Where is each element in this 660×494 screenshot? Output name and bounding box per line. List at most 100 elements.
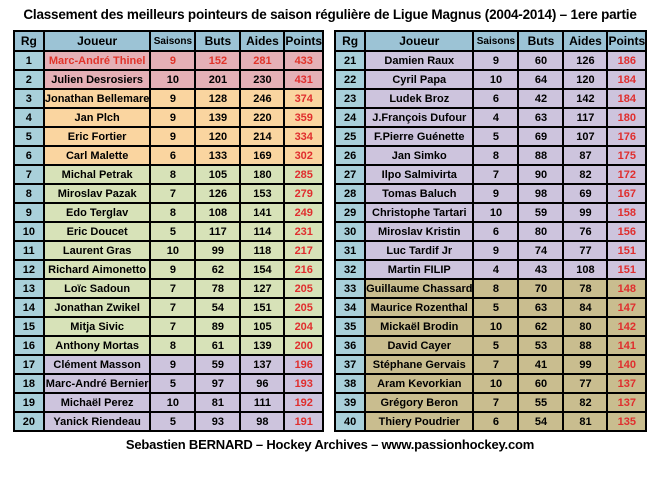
seasons-cell: 6 xyxy=(472,221,520,242)
points-cell: 167 xyxy=(606,183,648,204)
assists-cell: 80 xyxy=(562,316,609,337)
column-header-points: Points xyxy=(283,30,325,52)
table-row: 27 Ilpo Salmivirta 7 90 82 172 xyxy=(334,164,648,185)
assists-cell: 69 xyxy=(562,183,609,204)
rank-cell: 25 xyxy=(334,126,367,147)
column-header-aides: Aides xyxy=(239,30,286,52)
seasons-cell: 8 xyxy=(149,202,197,223)
assists-cell: 141 xyxy=(239,202,286,223)
goals-cell: 152 xyxy=(194,50,242,71)
table-row: 32 Martin FILIP 4 43 108 151 xyxy=(334,259,648,280)
goals-cell: 108 xyxy=(194,202,242,223)
points-cell: 175 xyxy=(606,145,648,166)
table-row: 31 Luc Tardif Jr 9 74 77 151 xyxy=(334,240,648,261)
table-row: 13 Loïc Sadoun 7 78 127 205 xyxy=(12,278,325,299)
points-cell: 302 xyxy=(283,145,325,166)
rank-cell: 15 xyxy=(12,316,45,337)
table-row: 22 Cyril Papa 10 64 120 184 xyxy=(334,69,648,90)
rank-cell: 3 xyxy=(12,88,45,109)
rank-cell: 17 xyxy=(12,354,45,375)
table-row: 11 Laurent Gras 10 99 118 217 xyxy=(12,240,325,261)
assists-cell: 82 xyxy=(562,392,609,413)
player-cell: Guillaume Chassard xyxy=(364,278,475,299)
points-cell: 217 xyxy=(283,240,325,261)
points-cell: 285 xyxy=(283,164,325,185)
points-cell: 334 xyxy=(283,126,325,147)
goals-cell: 62 xyxy=(517,316,565,337)
seasons-cell: 7 xyxy=(472,164,520,185)
rank-cell: 18 xyxy=(12,373,45,394)
goals-cell: 54 xyxy=(194,297,242,318)
table-row: 17 Clément Masson 9 59 137 196 xyxy=(12,354,325,375)
player-cell: Jan Simko xyxy=(364,145,475,166)
seasons-cell: 5 xyxy=(472,335,520,356)
points-cell: 374 xyxy=(283,88,325,109)
seasons-cell: 5 xyxy=(149,373,197,394)
assists-cell: 246 xyxy=(239,88,286,109)
seasons-cell: 8 xyxy=(149,335,197,356)
footer-credit: Sebastien BERNARD – Hockey Archives – ww… xyxy=(125,437,535,452)
seasons-cell: 9 xyxy=(472,50,520,71)
seasons-cell: 7 xyxy=(149,316,197,337)
table-row: 7 Michal Petrak 8 105 180 285 xyxy=(12,164,325,185)
player-cell: Ludek Broz xyxy=(364,88,475,109)
seasons-cell: 7 xyxy=(149,183,197,204)
points-cell: 142 xyxy=(606,316,648,337)
rank-cell: 13 xyxy=(12,278,45,299)
rank-cell: 38 xyxy=(334,373,367,394)
player-cell: Carl Malette xyxy=(42,145,152,166)
rank-cell: 14 xyxy=(12,297,45,318)
goals-cell: 117 xyxy=(194,221,242,242)
points-cell: 158 xyxy=(606,202,648,223)
goals-cell: 64 xyxy=(517,69,565,90)
seasons-cell: 9 xyxy=(149,88,197,109)
points-cell: 186 xyxy=(606,50,648,71)
points-cell: 140 xyxy=(606,354,648,375)
seasons-cell: 5 xyxy=(149,411,197,432)
seasons-cell: 7 xyxy=(149,297,197,318)
points-cell: 191 xyxy=(283,411,325,432)
rank-cell: 5 xyxy=(12,126,45,147)
table-row: 25 F.Pierre Guénette 5 69 107 176 xyxy=(334,126,648,147)
table-row: 38 Aram Kevorkian 10 60 77 137 xyxy=(334,373,648,394)
table-row: 39 Grégory Beron 7 55 82 137 xyxy=(334,392,648,413)
points-cell: 180 xyxy=(606,107,648,128)
assists-cell: 214 xyxy=(239,126,286,147)
assists-cell: 137 xyxy=(239,354,286,375)
player-cell: Cyril Papa xyxy=(364,69,475,90)
rank-cell: 33 xyxy=(334,278,367,299)
goals-cell: 81 xyxy=(194,392,242,413)
points-cell: 141 xyxy=(606,335,648,356)
rank-cell: 12 xyxy=(12,259,45,280)
rank-cell: 6 xyxy=(12,145,45,166)
table-row: 15 Mitja Sivic 7 89 105 204 xyxy=(12,316,325,337)
rank-cell: 31 xyxy=(334,240,367,261)
seasons-cell: 9 xyxy=(149,259,197,280)
points-cell: 205 xyxy=(283,297,325,318)
player-cell: Damien Raux xyxy=(364,50,475,71)
table-row: 3 Jonathan Bellemare 9 128 246 374 xyxy=(12,88,325,109)
rank-cell: 21 xyxy=(334,50,367,71)
player-cell: Miroslav Kristin xyxy=(364,221,475,242)
column-header-rg: Rg xyxy=(12,30,45,52)
rank-cell: 20 xyxy=(12,411,45,432)
table-row: 36 David Cayer 5 53 88 141 xyxy=(334,335,648,356)
player-cell: Aram Kevorkian xyxy=(364,373,475,394)
assists-cell: 220 xyxy=(239,107,286,128)
assists-cell: 169 xyxy=(239,145,286,166)
ranking-table-left: Rg Joueur Saisons Buts Aides Points 1 Mar… xyxy=(12,30,325,432)
goals-cell: 139 xyxy=(194,107,242,128)
player-cell: Tomas Baluch xyxy=(364,183,475,204)
assists-cell: 114 xyxy=(239,221,286,242)
points-cell: 147 xyxy=(606,297,648,318)
column-header-joueur: Joueur xyxy=(42,30,152,52)
rank-cell: 29 xyxy=(334,202,367,223)
points-cell: 204 xyxy=(283,316,325,337)
assists-cell: 139 xyxy=(239,335,286,356)
column-header-rg: Rg xyxy=(334,30,367,52)
table-row: 30 Miroslav Kristin 6 80 76 156 xyxy=(334,221,648,242)
assists-cell: 153 xyxy=(239,183,286,204)
rank-cell: 35 xyxy=(334,316,367,337)
seasons-cell: 8 xyxy=(149,164,197,185)
player-cell: Yanick Riendeau xyxy=(42,411,152,432)
